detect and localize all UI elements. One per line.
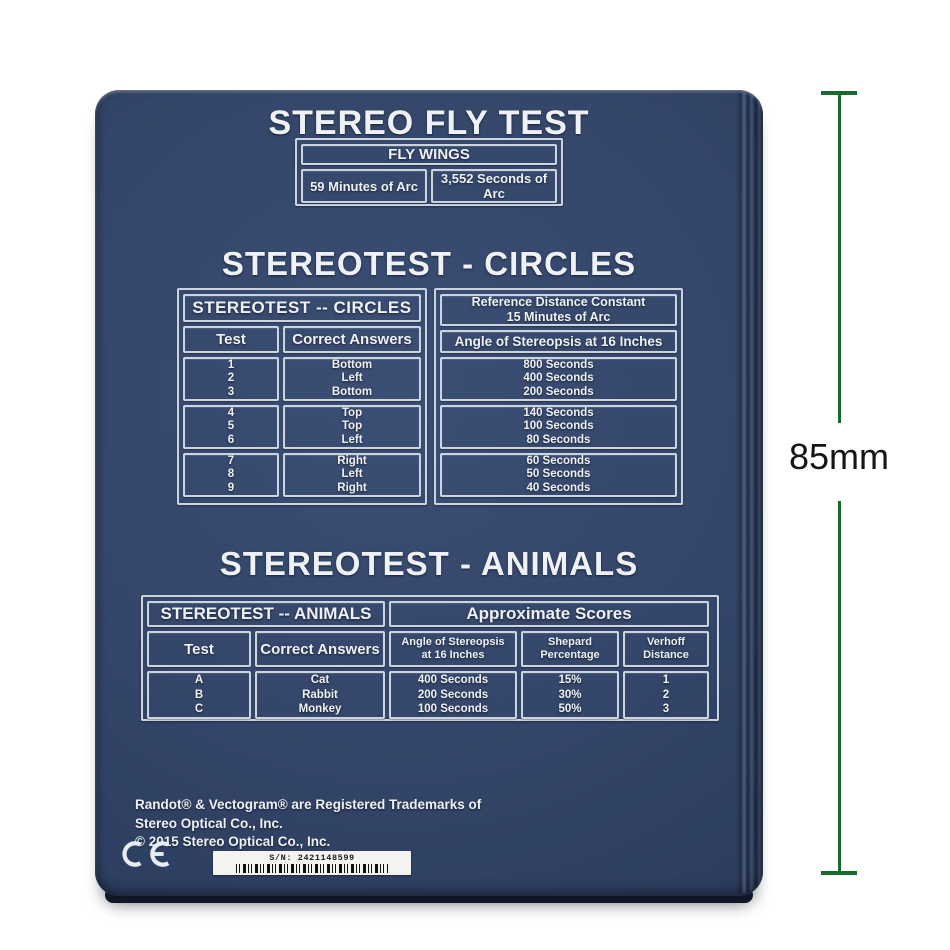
booklet-spine-edge bbox=[736, 93, 763, 893]
barcode bbox=[236, 864, 388, 873]
serial-number-text: S/N: 2421148599 bbox=[269, 853, 355, 863]
circles-group-3: 7 8 9 Right Left Right bbox=[183, 453, 421, 497]
measurement-line-upper bbox=[837, 95, 841, 423]
approximate-scores-header: Approximate Scores bbox=[389, 601, 709, 627]
angle-of-stereopsis-header: Angle of Stereopsis at 16 Inches bbox=[440, 330, 677, 353]
reference-distance-title: Reference Distance Constant 15 Minutes o… bbox=[440, 294, 677, 326]
animals-table: STEREOTEST -- ANIMALS Approximate Scores… bbox=[141, 595, 719, 721]
verhoff-distance-header: Verhoff Distance bbox=[623, 631, 709, 667]
circles-answers-table: STEREOTEST -- CIRCLES Test Correct Answe… bbox=[177, 288, 427, 505]
seconds-group-2: 140 Seconds 100 Seconds 80 Seconds bbox=[440, 405, 677, 449]
shepard-percentage-values: 15% 30% 50% bbox=[521, 671, 619, 719]
animals-correct-answers-header: Correct Answers bbox=[255, 631, 385, 667]
seconds-of-arc-cell: 3,552 Seconds of Arc bbox=[431, 169, 557, 203]
test-column-header: Test bbox=[183, 326, 279, 353]
answers-cell: Top Top Left bbox=[283, 405, 421, 449]
ce-mark-icon bbox=[122, 841, 170, 867]
correct-answers-column-header: Correct Answers bbox=[283, 326, 421, 353]
arc-values-row: 59 Minutes of Arc 3,552 Seconds of Arc bbox=[301, 169, 557, 203]
seconds-group-1: 800 Seconds 400 Seconds 200 Seconds bbox=[440, 357, 677, 401]
minutes-of-arc-cell: 59 Minutes of Arc bbox=[301, 169, 427, 203]
animals-angle-header: Angle of Stereopsis at 16 Inches bbox=[389, 631, 517, 667]
circles-section-heading: STEREOTEST - CIRCLES bbox=[221, 245, 637, 282]
test-numbers-cell: 4 5 6 bbox=[183, 405, 279, 449]
test-numbers-cell: 7 8 9 bbox=[183, 453, 279, 497]
circles-group-1: 1 2 3 Bottom Left Bottom bbox=[183, 357, 421, 401]
animals-answer-values: Cat Rabbit Monkey bbox=[255, 671, 385, 719]
answers-cell: Bottom Left Bottom bbox=[283, 357, 421, 401]
animals-section-heading: STEREOTEST - ANIMALS bbox=[219, 545, 639, 582]
verhoff-distance-values: 1 2 3 bbox=[623, 671, 709, 719]
height-measurement-annotation: 85mm bbox=[788, 91, 890, 875]
animals-test-header: Test bbox=[147, 631, 251, 667]
measurement-label: 85mm bbox=[788, 436, 890, 477]
stereo-fly-test-booklet-cover: STEREO FLY TEST FLY WINGS 59 Minutes of … bbox=[95, 90, 763, 903]
serial-number-sticker: S/N: 2421148599 bbox=[213, 851, 411, 875]
trademark-text: Randot® & Vectogram® are Registered Trad… bbox=[135, 797, 482, 849]
seconds-group-3: 60 Seconds 50 Seconds 40 Seconds bbox=[440, 453, 677, 497]
circles-column-headers: Test Correct Answers bbox=[183, 326, 421, 353]
animals-table-title: STEREOTEST -- ANIMALS bbox=[147, 601, 385, 627]
product-title: STEREO FLY TEST bbox=[268, 104, 590, 142]
measurement-line-lower bbox=[837, 501, 841, 871]
fly-wings-title-cell: FLY WINGS bbox=[301, 144, 557, 165]
test-numbers-cell: 1 2 3 bbox=[183, 357, 279, 401]
circles-group-2: 4 5 6 Top Top Left bbox=[183, 405, 421, 449]
animals-angle-values: 400 Seconds 200 Seconds 100 Seconds bbox=[389, 671, 517, 719]
circles-table-title: STEREOTEST -- CIRCLES bbox=[183, 294, 421, 322]
shepard-percentage-header: Shepard Percentage bbox=[521, 631, 619, 667]
measurement-top-cap bbox=[821, 91, 857, 95]
fly-wings-table: FLY WINGS 59 Minutes of Arc 3,552 Second… bbox=[295, 138, 563, 206]
circles-angle-table: Reference Distance Constant 15 Minutes o… bbox=[434, 288, 683, 505]
answers-cell: Right Left Right bbox=[283, 453, 421, 497]
measurement-bottom-cap bbox=[821, 871, 857, 875]
animals-test-values: A B C bbox=[147, 671, 251, 719]
